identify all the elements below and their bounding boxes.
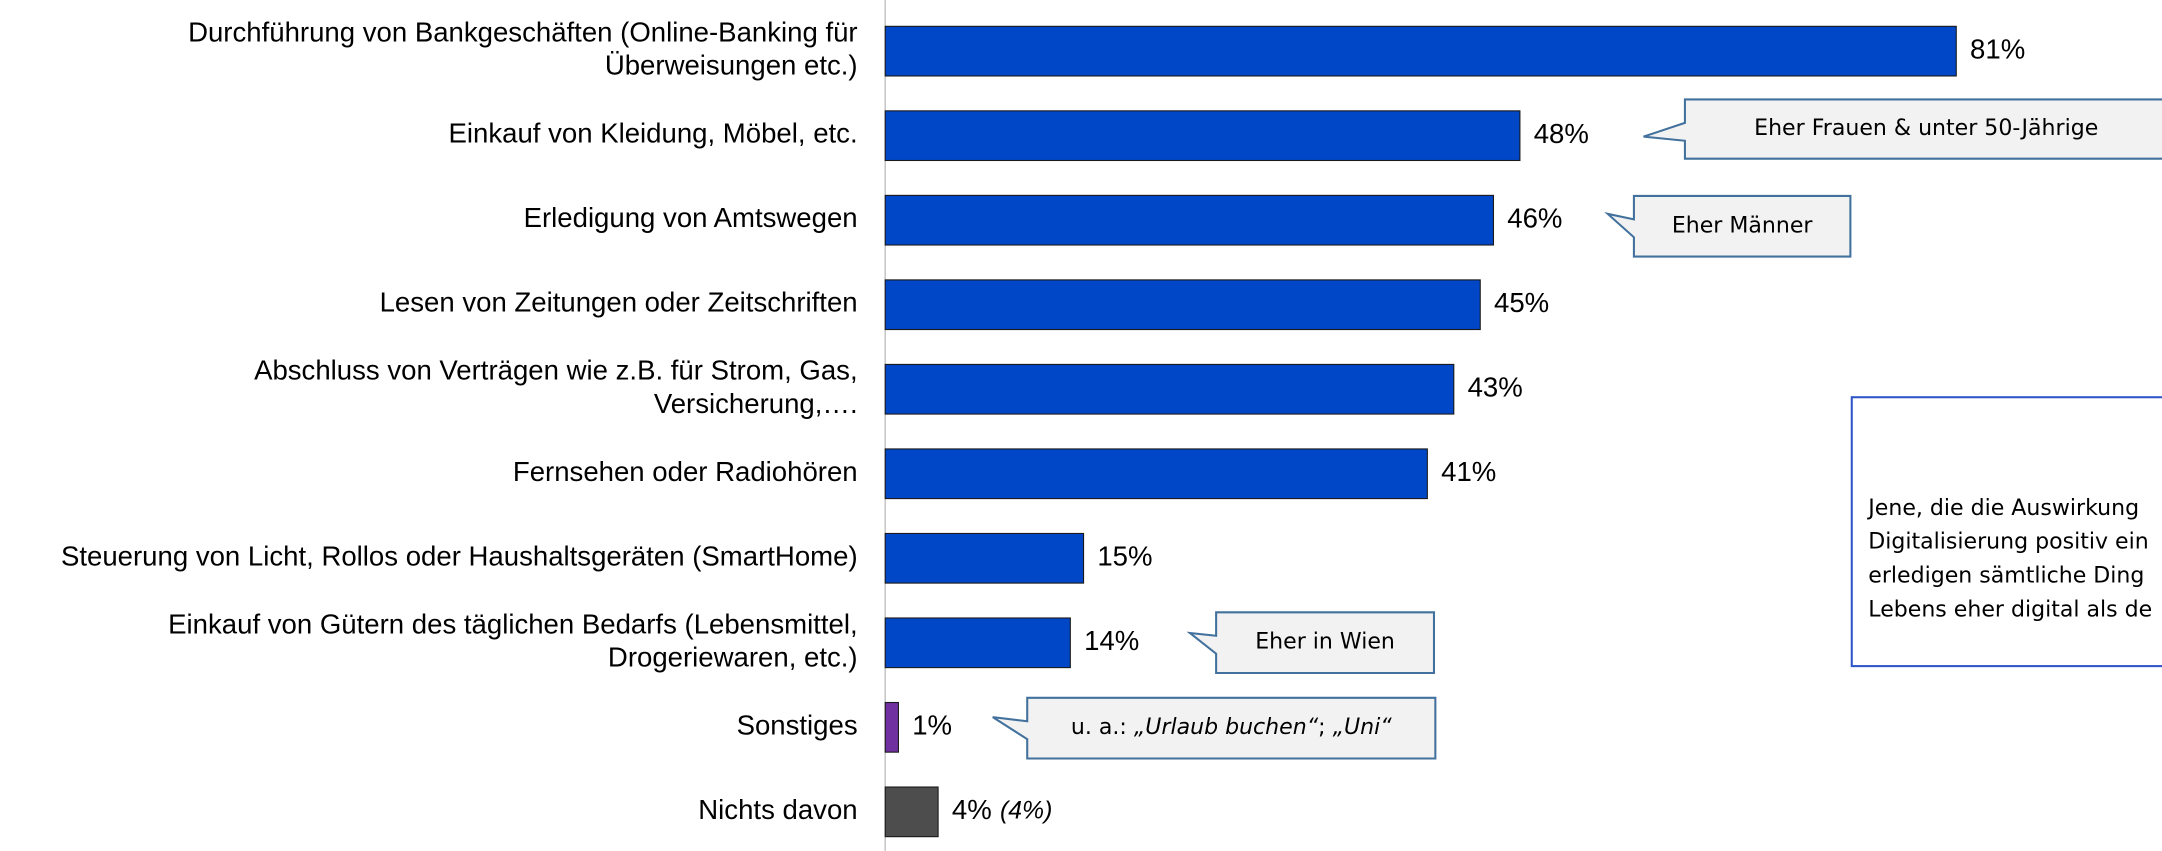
value-label: 43% [1468,372,1523,403]
value-label: 15% [1097,541,1152,572]
category-label: Fernsehen oder Radiohören [513,456,858,487]
category-label: Lesen von Zeitungen oder Zeitschriften [380,287,858,318]
callout-segment: Eher Männer [1672,213,1814,238]
previous-value-label: (4%) [1000,797,1052,824]
note-box [1850,396,2162,668]
callout-segment: Eher Frauen & unter 50-Jährige [1754,116,2098,141]
callout-box [992,696,1437,760]
category-label: Erledigung von Amtswegen [524,202,858,233]
bar [884,279,1481,331]
value-label: 81% [1970,33,2025,64]
callout-box [1604,194,1852,258]
bar [884,786,939,838]
bar [884,25,1957,77]
bar [884,363,1455,415]
callout-segment: u. a.: [1071,715,1134,740]
callout-text: Eher Frauen & unter 50-Jährige [1754,116,2098,141]
note-text: Lebens eher digital als de [1868,597,2152,622]
callout-segment: Eher in Wien [1255,630,1395,655]
callout-text: Eher Männer [1672,213,1814,238]
value-label: 48% [1534,118,1589,149]
category-label: Nichts davon [698,794,857,825]
value-label: 4% [952,794,992,825]
bar [884,110,1521,162]
category-label: Steuerung von Licht, Rollos oder Haushal… [61,541,858,572]
callout-text: Eher in Wien [1255,630,1395,655]
bar [884,617,1071,669]
value-label: 45% [1494,287,1549,318]
category-label: Einkauf von Kleidung, Möbel, etc. [449,118,858,149]
callout-segment: ; [1318,715,1332,740]
category-label: Durchführung von Bankgeschäften (Online-… [188,17,858,81]
category-label: Abschluss von Verträgen wie z.B. für Str… [254,355,858,419]
note-text: Digitalisierung positiv ein [1868,530,2148,555]
note-text: erledigen sämtliche Ding [1868,563,2144,588]
note-text: Jene, die die Auswirkung [1866,496,2139,521]
bar [884,701,899,753]
bar [884,532,1085,584]
callout-segment: „Uni“ [1333,715,1393,740]
value-label: 1% [912,710,952,741]
callout-box [1186,611,1436,675]
bar [884,194,1495,246]
callout-text: u. a.: „Urlaub buchen“; „Uni“ [1071,715,1392,740]
value-label: 14% [1084,625,1139,656]
callout-box [1643,98,2162,160]
value-label: 46% [1507,202,1562,233]
category-label: Sonstiges [737,710,858,741]
bar [884,448,1428,500]
value-label: 41% [1441,456,1496,487]
callout-segment: „Urlaub buchen“ [1134,715,1319,740]
category-label: Einkauf von Gütern des täglichen Bedarfs… [168,609,857,673]
